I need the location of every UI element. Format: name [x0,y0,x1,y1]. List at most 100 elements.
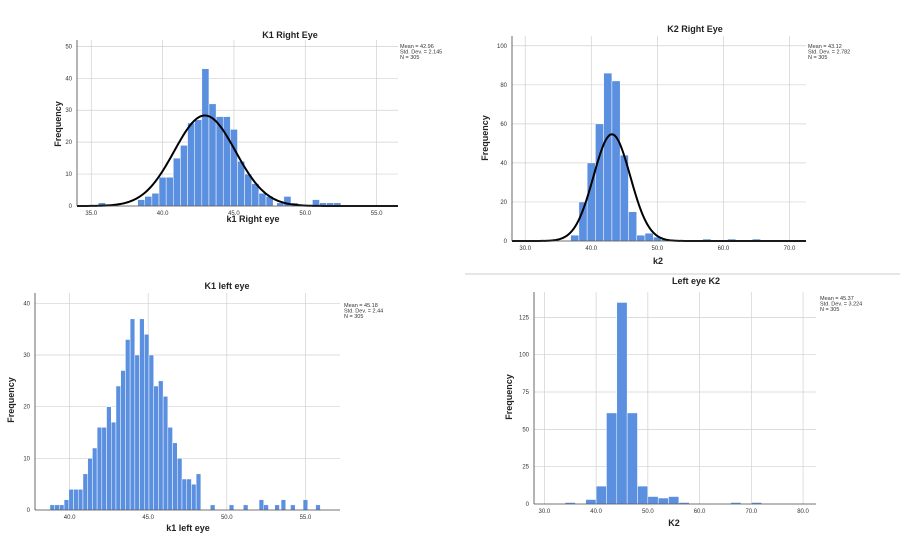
y-tick-label: 50 [522,427,529,433]
x-axis-title: k1 Right eye [226,214,279,224]
histogram-bar [668,496,680,505]
x-tick-label: 50.0 [221,515,233,521]
histogram-bar [181,478,187,511]
chart-title: K1 Right Eye [262,30,318,40]
x-tick-label: 70.0 [784,246,796,252]
histogram-bar [187,122,195,207]
y-tick-label: 0 [69,204,73,210]
stats-line: Mean = 43.12 [808,44,842,50]
y-tick-label: 30 [65,108,72,114]
histogram-bar [657,497,669,505]
histogram-bar [129,318,136,511]
histogram-bar [172,442,178,511]
chart-title: K2 Right Eye [667,24,723,34]
stats-line: N = 305 [808,55,827,61]
x-tick-label: 40.0 [590,509,602,515]
histogram-bar [68,489,74,511]
histogram-bar [120,370,126,511]
histogram-bar [611,80,621,242]
y-tick-label: 25 [522,465,529,471]
y-axis-title: Frequency [6,377,16,423]
stats-line: Std. Dev. = 2.782 [808,50,850,56]
histogram-bar [258,192,267,207]
stats-line: Mean = 42.96 [400,44,434,50]
x-tick-label: 50.0 [652,246,664,252]
x-tick-label: 50.0 [642,509,654,515]
histogram-bar [280,499,287,511]
y-tick-label: 40 [500,161,507,167]
histogram-bar [228,504,235,511]
histogram-bar [606,412,618,505]
histogram-bar [230,129,238,207]
histogram-bar [570,234,580,242]
histogram-bar [263,504,269,511]
histogram-bar [243,504,249,511]
histogram-bar [616,302,628,505]
x-tick-label: 45.0 [228,211,240,217]
histogram-bar [315,504,321,511]
histogram-bar [173,157,181,207]
y-tick-label: 20 [23,405,30,411]
histogram-bar [92,447,98,511]
histogram-bar [167,427,173,511]
histogram-bar [644,232,654,242]
x-tick-label: 60.0 [694,509,706,515]
x-tick-label: 55.0 [371,211,383,217]
stats-line: Mean = 45.18 [344,303,378,309]
histogram-bar [222,116,231,207]
y-tick-label: 30 [23,353,30,359]
x-tick-label: 40.0 [64,515,76,521]
histogram-bar [595,485,607,505]
histogram-bar [636,234,646,242]
stats-line: Mean = 45.37 [820,296,854,302]
normal-curve-line [512,133,806,242]
histogram-bar [595,123,604,242]
chart-title: Left eye K2 [672,276,720,286]
y-tick-label: 125 [519,315,530,321]
x-tick-label: 50.0 [299,211,311,217]
histogram-bar [637,485,649,505]
y-tick-label: 50 [65,44,72,50]
x-axis-title: k2 [653,256,663,266]
x-tick-label: 70.0 [745,509,757,515]
histogram-bar [274,504,280,511]
stats-line: N = 305 [344,314,363,320]
histogram-bar [101,427,107,511]
histogram-bar [59,504,65,511]
y-tick-label: 10 [65,172,72,178]
y-tick-label: 20 [65,140,72,146]
y-tick-label: 0 [526,502,530,508]
histogram-bar [177,458,183,511]
histogram-bar [290,504,296,511]
y-tick-label: 40 [23,301,30,307]
y-tick-label: 80 [500,83,507,89]
y-tick-label: 60 [500,122,507,128]
chart-panel-1: 35.0 40.0 45.0 50.0 55.0 0 10 20 30 40 50 K1 Right … [53,30,442,224]
y-tick-label: 0 [27,508,31,514]
x-axis-title: k1 left eye [166,523,210,533]
histogram-bar [162,396,169,511]
histogram-bar [626,412,638,505]
x-tick-label: 40.0 [157,211,169,217]
histogram-bar [134,354,140,511]
y-tick-label: 75 [522,390,529,396]
histogram-bar [201,68,210,207]
histogram-bar [628,211,637,242]
histogram-bar [137,199,146,207]
x-tick-label: 30.0 [519,246,531,252]
histogram-bar [186,478,192,511]
histogram-bar [63,499,70,511]
x-tick-label: 60.0 [718,246,730,252]
y-axis-title: Frequency [53,101,63,147]
stats-line: Std. Dev. = 2.44 [344,309,383,315]
histogram-bar [194,119,203,207]
x-tick-label: 35.0 [85,211,97,217]
histogram-bar [49,504,55,511]
y-tick-label: 100 [497,44,508,50]
histogram-bar [82,473,88,511]
histogram-bar [603,72,613,242]
histogram-bar [585,499,597,505]
histogram-bar [73,489,79,511]
histogram-bar [106,406,112,511]
y-tick-label: 0 [504,239,508,245]
